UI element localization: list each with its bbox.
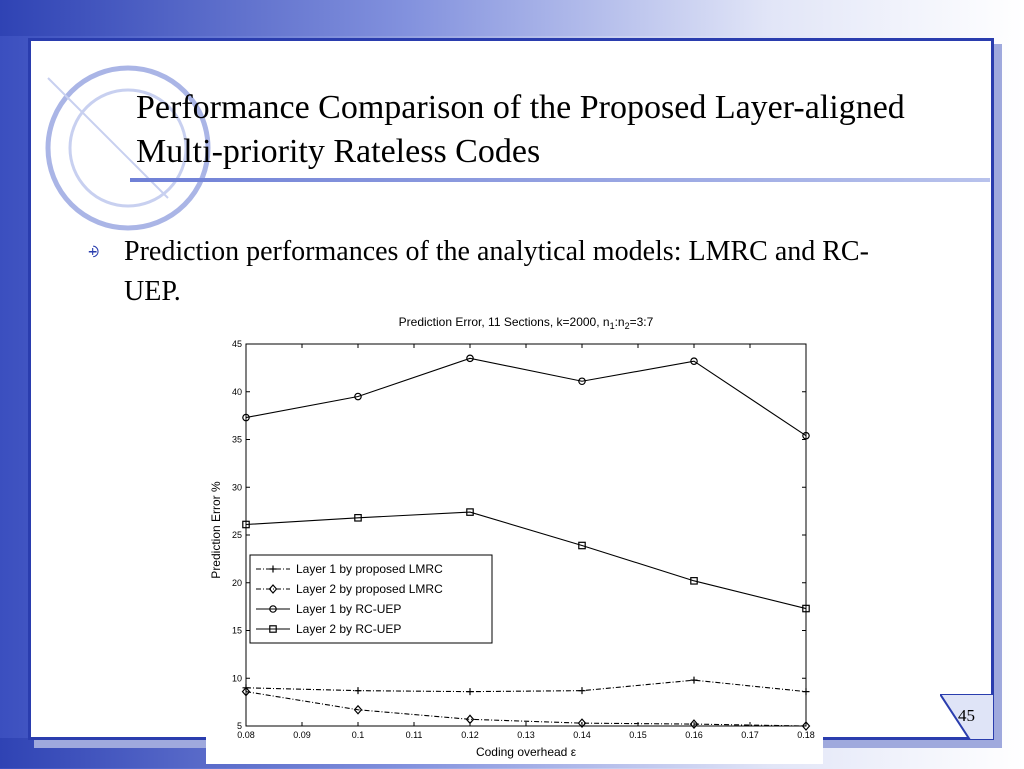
y-tick-label: 40 xyxy=(232,387,242,397)
y-tick-label: 35 xyxy=(232,435,242,445)
data-point-square xyxy=(690,577,698,585)
x-tick-label: 0.11 xyxy=(406,730,423,740)
data-point-circle xyxy=(354,392,362,401)
data-point-diamond xyxy=(577,718,587,729)
chart-title: Prediction Error, 11 Sections, k=2000, n… xyxy=(399,315,654,331)
data-point-plus xyxy=(354,687,362,695)
deco-arc-inner xyxy=(68,88,188,208)
x-tick-label: 0.16 xyxy=(685,730,703,740)
series-line xyxy=(245,511,807,610)
x-tick-label: 0.18 xyxy=(797,730,815,740)
top-gradient-band xyxy=(0,0,1024,36)
data-point-square xyxy=(242,520,250,529)
series-line xyxy=(245,691,807,727)
legend-marker xyxy=(269,605,277,613)
chart-container: Prediction Error, 11 Sections, k=2000, n… xyxy=(206,312,823,764)
series-layer xyxy=(241,354,811,731)
data-point-diamond xyxy=(801,721,811,731)
x-tick-label: 0.17 xyxy=(741,730,759,740)
data-point-diamond xyxy=(241,686,251,697)
y-axis-label: Prediction Error % xyxy=(209,481,223,579)
slide-number: 45 xyxy=(958,706,975,725)
x-tick-label: 0.14 xyxy=(573,730,591,740)
data-point-diamond xyxy=(353,704,363,715)
bullet-icon: ⨮ xyxy=(88,244,99,261)
legend-label: Layer 2 by RC-UEP xyxy=(296,622,401,636)
prediction-error-chart: Prediction Error, 11 Sections, k=2000, n… xyxy=(209,315,815,759)
data-point-circle xyxy=(802,431,810,440)
data-point-diamond xyxy=(689,719,699,730)
data-point-plus xyxy=(802,688,810,696)
data-point-diamond xyxy=(465,714,475,725)
data-point-circle xyxy=(242,413,250,422)
axis-ticks: 0.08 0.09 0.1 0.11 0.12 0.13 0.14 0.15 0.16 0.17 0… xyxy=(232,339,815,740)
series-4 xyxy=(242,508,810,613)
legend-item: Layer 2 by proposed LMRC xyxy=(256,582,443,596)
data-point-circle xyxy=(690,357,698,365)
legend-label: Layer 1 by proposed LMRC xyxy=(296,562,443,576)
data-point-square xyxy=(354,514,362,522)
x-tick-label: 0.15 xyxy=(629,730,647,740)
series-1 xyxy=(242,676,810,696)
legend-item: Layer 1 by RC-UEP xyxy=(256,602,401,616)
slide-title: Performance Comparison of the Proposed L… xyxy=(136,89,905,170)
data-point-square xyxy=(578,541,586,550)
x-tick-label: 0.12 xyxy=(461,730,479,740)
chart-legend: Layer 1 by proposed LMRC Layer 2 by propo… xyxy=(249,554,493,644)
data-point-plus xyxy=(578,687,586,695)
series-2 xyxy=(241,686,811,731)
data-point-circle xyxy=(578,377,586,386)
legend-label: Layer 1 by RC-UEP xyxy=(296,602,401,616)
legend-box xyxy=(249,554,493,644)
y-tick-label: 15 xyxy=(232,626,242,636)
series-line xyxy=(245,679,807,693)
legend-marker xyxy=(269,565,277,573)
series-3 xyxy=(242,354,810,440)
y-tick-label: 30 xyxy=(232,482,242,492)
slide-number-corner xyxy=(940,694,994,740)
deco-arc-outer xyxy=(45,65,211,231)
x-axis-label: Coding overhead ε xyxy=(476,745,577,759)
y-tick-label: 5 xyxy=(237,721,242,731)
legend-marker xyxy=(268,584,278,594)
data-point-square xyxy=(466,508,474,516)
y-tick-label: 20 xyxy=(232,578,242,588)
title-underline xyxy=(130,178,990,182)
bullet-text: Prediction performances of the analytica… xyxy=(124,236,869,307)
data-point-square xyxy=(802,604,810,613)
legend-label: Layer 2 by proposed LMRC xyxy=(296,582,443,596)
x-tick-label: 0.1 xyxy=(352,730,365,740)
y-tick-label: 10 xyxy=(232,673,242,683)
legend-marker xyxy=(269,625,277,633)
x-tick-label: 0.08 xyxy=(237,730,255,740)
y-tick-label: 45 xyxy=(232,339,242,349)
data-point-circle xyxy=(466,354,474,363)
x-tick-label: 0.09 xyxy=(293,730,311,740)
data-point-plus xyxy=(690,676,698,684)
legend-item: Layer 1 by proposed LMRC xyxy=(256,562,443,576)
data-point-plus xyxy=(466,688,474,696)
y-tick-label: 25 xyxy=(232,530,242,540)
legend-item: Layer 2 by RC-UEP xyxy=(256,622,401,636)
series-line xyxy=(245,357,807,437)
x-tick-label: 0.13 xyxy=(517,730,535,740)
